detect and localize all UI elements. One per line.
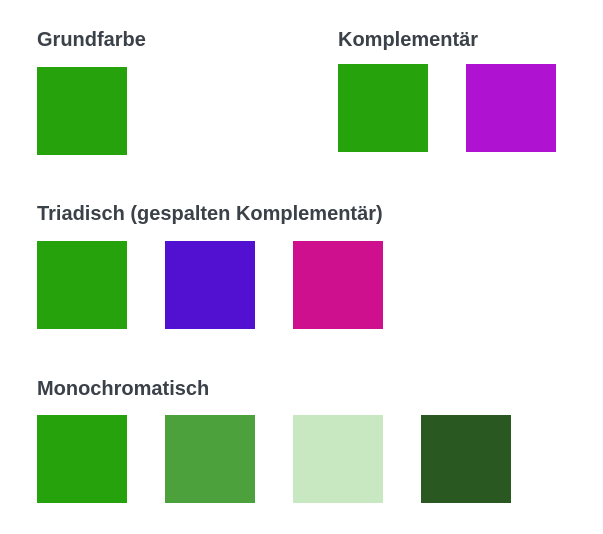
monochromatic-swatch-4 (421, 415, 511, 503)
base-color-swatch (37, 67, 127, 155)
triadic-swatch-2 (165, 241, 255, 329)
complementary-swatch-1 (338, 64, 428, 152)
monochromatic-swatch-1 (37, 415, 127, 503)
monochromatic-swatch-3 (293, 415, 383, 503)
monochromatic-swatch-2 (165, 415, 255, 503)
complementary-swatch-2 (466, 64, 556, 152)
triadic-swatch-3 (293, 241, 383, 329)
triadic-heading: Triadisch (gespalten Komplementär) (37, 203, 383, 225)
base-color-heading: Grundfarbe (37, 29, 146, 51)
complementary-heading: Komplementär (338, 29, 479, 51)
triadic-swatch-1 (37, 241, 127, 329)
monochromatic-heading: Monochromatisch (37, 378, 210, 400)
